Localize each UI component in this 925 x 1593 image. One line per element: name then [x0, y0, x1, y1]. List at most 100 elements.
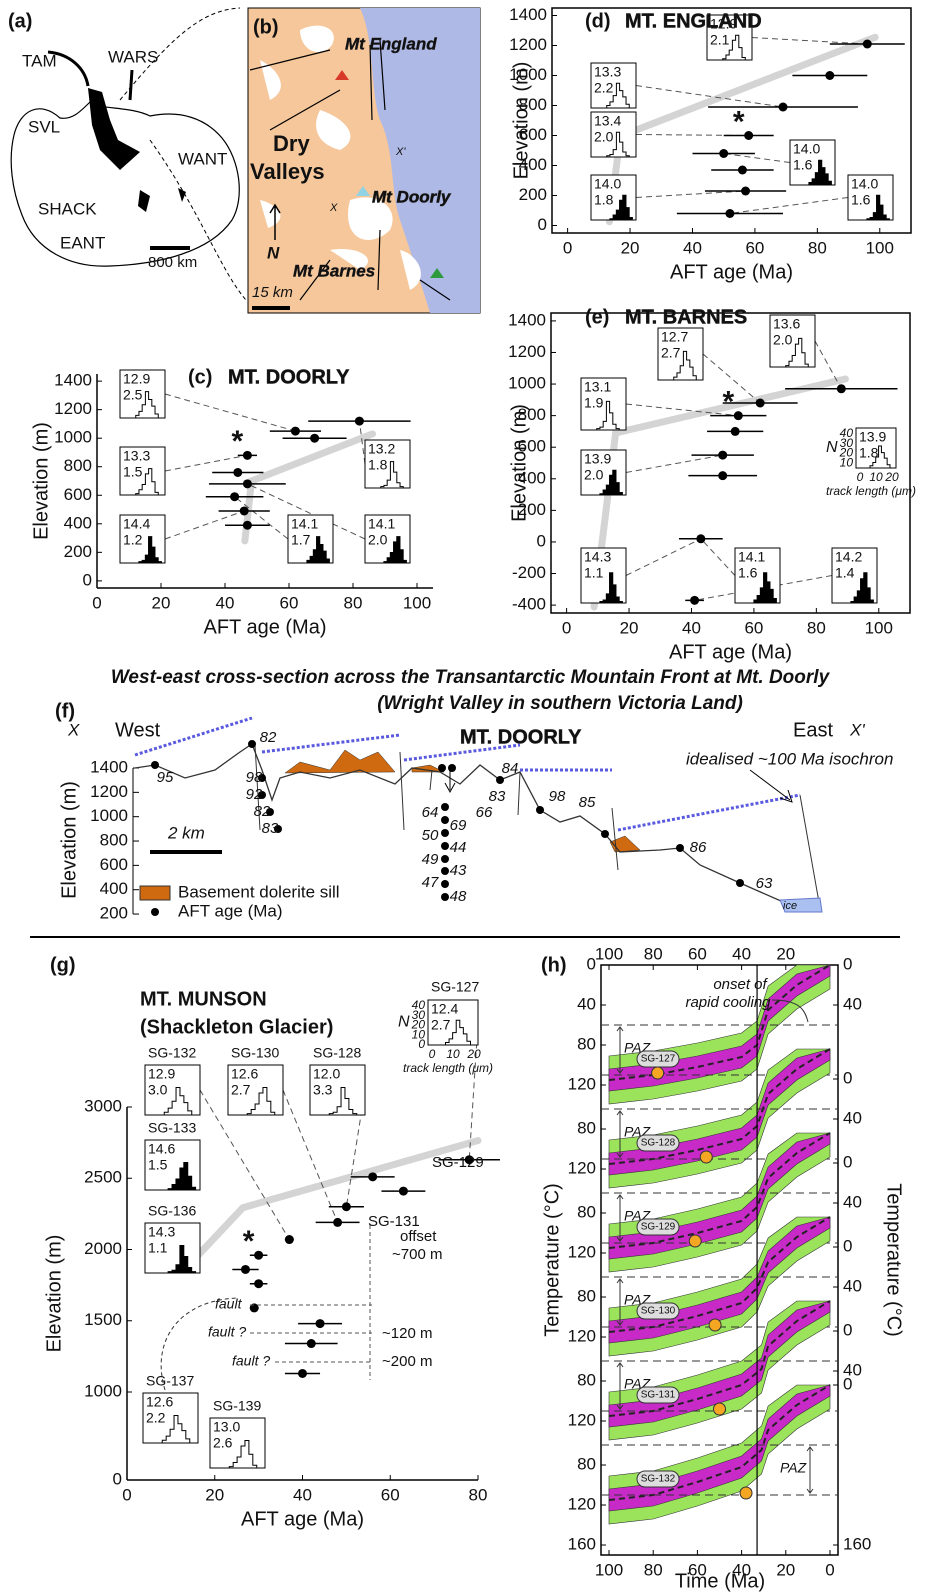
histogram: [161, 1415, 191, 1444]
site-label: Mt Barnes: [293, 261, 375, 280]
inset-mean: 13.9: [584, 451, 611, 467]
inset-tick: 0: [418, 1037, 425, 1051]
x-tick-label: 100: [865, 618, 893, 637]
x-tick-label: 40: [683, 238, 702, 257]
envelope-good: [608, 1300, 831, 1428]
data-point: [354, 416, 364, 426]
y-tick-label: 1200: [90, 782, 128, 801]
y-tick-label: 0: [843, 1068, 852, 1087]
data-point: [310, 433, 320, 443]
annotation: onset of: [713, 976, 768, 993]
panel-label: (f): [55, 700, 75, 722]
x-axis-label: AFT age (Ma): [669, 641, 792, 663]
histogram-frame: [580, 547, 627, 604]
north-label: N: [267, 243, 280, 262]
data-point: [718, 450, 728, 460]
y-axis-label: Elevation (m): [58, 781, 80, 899]
callout-line: [119, 7, 247, 301]
envelope-good: [608, 964, 831, 1092]
inset-sd: 1.6: [738, 565, 758, 581]
inset-tick: 10: [869, 470, 883, 484]
y-tick-label: 40: [843, 1276, 862, 1295]
inset-tick: 20: [839, 446, 854, 460]
isochron: [134, 716, 801, 832]
arrow: [47, 50, 90, 87]
y-tick-label: 40: [577, 994, 596, 1013]
inset-sd: 1.6: [851, 192, 871, 208]
histogram-frame: [590, 62, 637, 109]
y-tick-label: 0: [843, 954, 852, 973]
inset-tick: 40: [412, 998, 426, 1012]
section-end: X: [67, 720, 80, 739]
legend-label: AFT age (Ma): [178, 901, 283, 920]
site-marker: [430, 268, 444, 278]
panel-label: (b): [253, 16, 279, 38]
histogram: [135, 468, 159, 496]
sample-label: SG-130: [641, 1306, 676, 1317]
histogram: [866, 194, 890, 221]
inset-mean: 12.9: [710, 16, 737, 32]
envelope-good: [608, 1384, 831, 1512]
inset-mean: 12.6: [231, 1066, 258, 1082]
direction-label: West: [115, 719, 161, 741]
fault: [249, 39, 451, 301]
section-title: West-east cross-section across the Trans…: [111, 667, 831, 688]
inset-sd: 2.0: [773, 332, 793, 348]
x-tick-label: 0: [92, 593, 101, 612]
y-tick-label: 400: [519, 155, 547, 174]
y-tick-label: 80: [577, 1286, 596, 1305]
trend-line: [590, 375, 849, 611]
inset-mean: 14.3: [148, 1224, 175, 1240]
data-point: [315, 1319, 325, 1329]
sample-label: SG-129: [432, 1154, 484, 1171]
inset-sd: 2.7: [431, 1017, 451, 1033]
panel-label: (e): [585, 306, 609, 328]
arrow: [444, 770, 456, 794]
y-tick-label: 40: [843, 1360, 862, 1379]
inset-sd: 1.9: [584, 395, 604, 411]
inset-mean: 14.1: [738, 549, 765, 565]
inset-mean: 12.4: [431, 1001, 458, 1017]
section-title: (Wright Valley in southern Victoria Land…: [377, 693, 743, 714]
age-label: 44: [450, 839, 467, 856]
curved-arrow: [160, 1297, 239, 1391]
leader-line: [702, 353, 761, 404]
sample-dot: [441, 816, 449, 824]
inset-tick: 40: [840, 426, 854, 440]
sample-label: SG-133: [148, 1120, 196, 1136]
y-tick-label: 600: [518, 437, 546, 456]
x-tick-label: 20: [776, 1560, 795, 1579]
leader-line: [282, 1089, 339, 1223]
age-label: 82: [260, 729, 277, 746]
histogram: [328, 1087, 358, 1116]
x-tick-label: 0: [825, 1560, 834, 1579]
y-tick-label: -200: [512, 563, 546, 582]
scale-label: 15 km: [252, 284, 293, 301]
sample-dot: [441, 829, 449, 837]
y-tick-label: 120: [568, 1242, 596, 1261]
arrow: [771, 999, 809, 1023]
section-end: X': [849, 720, 865, 739]
paz-arrow: [616, 1194, 624, 1242]
site-marker: [335, 70, 349, 80]
histogram: [445, 1019, 471, 1046]
sample-badge: [636, 1134, 680, 1152]
leader-line: [635, 190, 746, 198]
sample-badge: [636, 1218, 680, 1236]
y-tick-label: 40: [843, 994, 862, 1013]
y-tick-label: 1000: [508, 374, 546, 393]
histogram: [808, 159, 832, 186]
paz-arrow: [616, 1362, 624, 1410]
asterisk: *: [243, 1225, 255, 1258]
inset-mean: 13.4: [594, 113, 621, 129]
panel-label: (d): [585, 10, 611, 32]
sample-dot: [676, 844, 684, 852]
y-tick-label: 160: [843, 1534, 871, 1553]
data-point: [230, 492, 240, 502]
histogram: [138, 536, 162, 564]
inset-sd: 2.2: [594, 80, 614, 96]
y-axis-label: Elevation (m): [510, 62, 532, 180]
sample-label: SG-128: [641, 1138, 676, 1149]
region-label: WARS: [108, 47, 158, 66]
sample-dot: [441, 842, 449, 850]
